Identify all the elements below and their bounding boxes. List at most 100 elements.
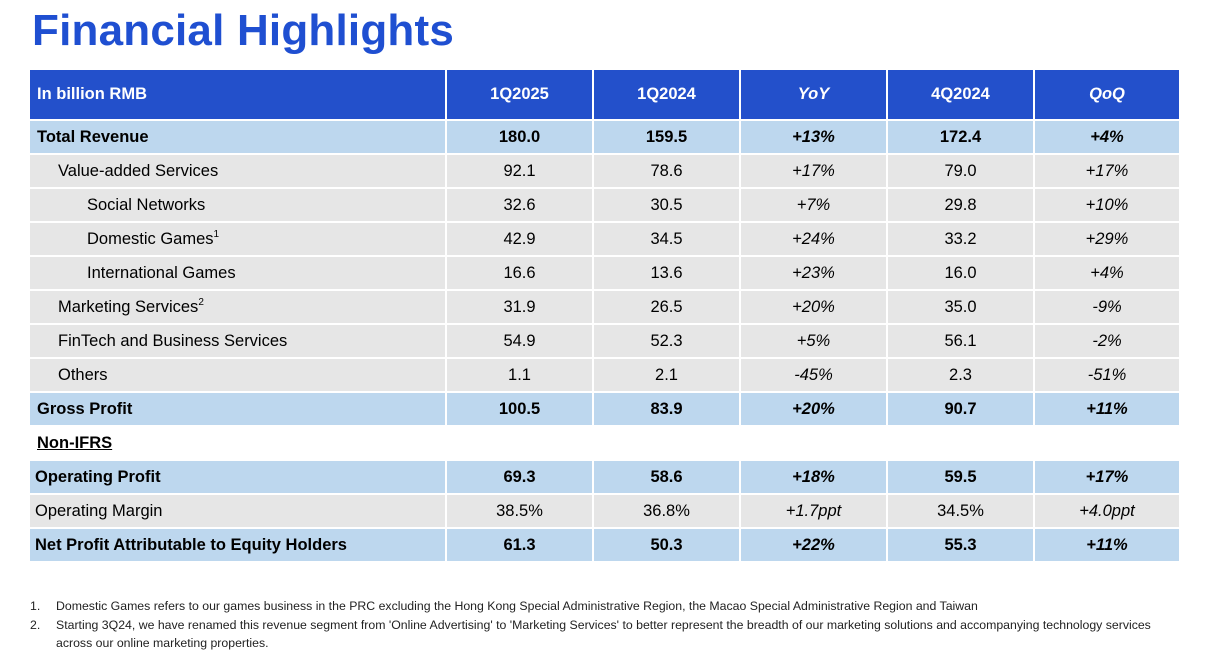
cell-qoq: +11% bbox=[1033, 391, 1181, 427]
cell-1q2025: 1.1 bbox=[445, 357, 594, 393]
cell-qoq: +29% bbox=[1033, 221, 1181, 257]
cell-1q2024: 159.5 bbox=[592, 119, 741, 155]
section-label-cell: Non-IFRS bbox=[28, 425, 1181, 461]
row-operating-profit: Operating Profit 69.3 58.6 +18% 59.5 +17… bbox=[28, 459, 1181, 495]
cell-1q2025: 16.6 bbox=[445, 255, 594, 291]
footnote-text: Domestic Games refers to our games busin… bbox=[56, 599, 978, 613]
cell-4q2024: 55.3 bbox=[886, 527, 1035, 563]
cell-qoq: +4% bbox=[1033, 119, 1181, 155]
cell-1q2024: 83.9 bbox=[592, 391, 741, 427]
cell-qoq: +4.0ppt bbox=[1033, 493, 1181, 529]
cell-1q2024: 52.3 bbox=[592, 323, 741, 359]
row-label: Total Revenue bbox=[28, 119, 447, 155]
cell-1q2024: 36.8% bbox=[592, 493, 741, 529]
row-label: Operating Profit bbox=[28, 459, 447, 495]
cell-1q2025: 32.6 bbox=[445, 187, 594, 223]
cell-4q2024: 35.0 bbox=[886, 289, 1035, 325]
cell-yoy: +22% bbox=[739, 527, 888, 563]
cell-1q2024: 2.1 bbox=[592, 357, 741, 393]
header-unit: In billion RMB bbox=[28, 68, 447, 121]
footnote-ref-2: 2 bbox=[198, 296, 204, 308]
cell-qoq: +10% bbox=[1033, 187, 1181, 223]
cell-4q2024: 16.0 bbox=[886, 255, 1035, 291]
cell-1q2025: 69.3 bbox=[445, 459, 594, 495]
table-header-row: In billion RMB 1Q2025 1Q2024 YoY 4Q2024 … bbox=[28, 68, 1181, 121]
page-title: Financial Highlights bbox=[32, 6, 455, 55]
cell-yoy: +20% bbox=[739, 289, 888, 325]
cell-qoq: +17% bbox=[1033, 153, 1181, 189]
row-label: Net Profit Attributable to Equity Holder… bbox=[28, 527, 447, 563]
cell-1q2025: 54.9 bbox=[445, 323, 594, 359]
cell-4q2024: 79.0 bbox=[886, 153, 1035, 189]
header-yoy: YoY bbox=[739, 68, 888, 121]
cell-yoy: +17% bbox=[739, 153, 888, 189]
row-gross-profit: Gross Profit 100.5 83.9 +20% 90.7 +11% bbox=[28, 391, 1181, 427]
footnote-number: 2. bbox=[30, 617, 41, 632]
cell-1q2024: 78.6 bbox=[592, 153, 741, 189]
section-row-non-ifrs: Non-IFRS bbox=[28, 425, 1181, 461]
row-international-games: International Games 16.6 13.6 +23% 16.0 … bbox=[28, 255, 1181, 291]
cell-yoy: +20% bbox=[739, 391, 888, 427]
header-1q2025: 1Q2025 bbox=[445, 68, 594, 121]
cell-1q2025: 100.5 bbox=[445, 391, 594, 427]
row-others: Others 1.1 2.1 -45% 2.3 -51% bbox=[28, 357, 1181, 393]
cell-qoq: -2% bbox=[1033, 323, 1181, 359]
cell-yoy: +13% bbox=[739, 119, 888, 155]
cell-yoy: +24% bbox=[739, 221, 888, 257]
cell-qoq: -9% bbox=[1033, 289, 1181, 325]
footnote-text: Starting 3Q24, we have renamed this reve… bbox=[56, 617, 1151, 651]
row-label: FinTech and Business Services bbox=[28, 323, 447, 359]
row-operating-margin: Operating Margin 38.5% 36.8% +1.7ppt 34.… bbox=[28, 493, 1181, 529]
cell-yoy: +5% bbox=[739, 323, 888, 359]
row-label: Marketing Services bbox=[58, 297, 199, 316]
row-label: International Games bbox=[28, 255, 447, 291]
cell-1q2024: 13.6 bbox=[592, 255, 741, 291]
cell-1q2025: 92.1 bbox=[445, 153, 594, 189]
cell-1q2025: 38.5% bbox=[445, 493, 594, 529]
cell-4q2024: 29.8 bbox=[886, 187, 1035, 223]
footnote-number: 1. bbox=[30, 599, 41, 613]
cell-1q2025: 42.9 bbox=[445, 221, 594, 257]
cell-4q2024: 56.1 bbox=[886, 323, 1035, 359]
cell-yoy: +23% bbox=[739, 255, 888, 291]
row-label: Others bbox=[28, 357, 447, 393]
cell-qoq: +17% bbox=[1033, 459, 1181, 495]
footnote-2: 2. Starting 3Q24, we have renamed this r… bbox=[30, 616, 1180, 653]
footnote-1: 1. Domestic Games refers to our games bu… bbox=[30, 597, 1180, 616]
cell-1q2025: 61.3 bbox=[445, 527, 594, 563]
row-marketing-services: Marketing Services2 31.9 26.5 +20% 35.0 … bbox=[28, 289, 1181, 325]
row-fintech-business-services: FinTech and Business Services 54.9 52.3 … bbox=[28, 323, 1181, 359]
cell-yoy: +1.7ppt bbox=[739, 493, 888, 529]
row-label: Value-added Services bbox=[28, 153, 447, 189]
row-label-cell: Domestic Games1 bbox=[28, 221, 447, 257]
cell-1q2025: 180.0 bbox=[445, 119, 594, 155]
cell-4q2024: 59.5 bbox=[886, 459, 1035, 495]
header-1q2024: 1Q2024 bbox=[592, 68, 741, 121]
cell-4q2024: 90.7 bbox=[886, 391, 1035, 427]
header-qoq: QoQ bbox=[1033, 68, 1181, 121]
section-label-non-ifrs: Non-IFRS bbox=[37, 433, 113, 452]
row-label-cell: Marketing Services2 bbox=[28, 289, 447, 325]
row-domestic-games: Domestic Games1 42.9 34.5 +24% 33.2 +29% bbox=[28, 221, 1181, 257]
row-value-added-services: Value-added Services 92.1 78.6 +17% 79.0… bbox=[28, 153, 1181, 189]
header-4q2024: 4Q2024 bbox=[886, 68, 1035, 121]
row-label: Gross Profit bbox=[28, 391, 447, 427]
cell-4q2024: 33.2 bbox=[886, 221, 1035, 257]
cell-1q2024: 58.6 bbox=[592, 459, 741, 495]
cell-yoy: +18% bbox=[739, 459, 888, 495]
cell-yoy: +7% bbox=[739, 187, 888, 223]
footnote-ref-1: 1 bbox=[213, 228, 220, 240]
row-net-profit: Net Profit Attributable to Equity Holder… bbox=[28, 527, 1181, 563]
row-label: Social Networks bbox=[28, 187, 447, 223]
cell-4q2024: 34.5% bbox=[886, 493, 1035, 529]
row-total-revenue: Total Revenue 180.0 159.5 +13% 172.4 +4% bbox=[28, 119, 1181, 155]
cell-1q2024: 26.5 bbox=[592, 289, 741, 325]
cell-1q2025: 31.9 bbox=[445, 289, 594, 325]
row-label: Domestic Games bbox=[87, 229, 214, 248]
cell-qoq: +4% bbox=[1033, 255, 1181, 291]
cell-1q2024: 30.5 bbox=[592, 187, 741, 223]
cell-1q2024: 50.3 bbox=[592, 527, 741, 563]
cell-4q2024: 2.3 bbox=[886, 357, 1035, 393]
financial-highlights-table: In billion RMB 1Q2025 1Q2024 YoY 4Q2024 … bbox=[28, 68, 1181, 563]
row-label: Operating Margin bbox=[28, 493, 447, 529]
